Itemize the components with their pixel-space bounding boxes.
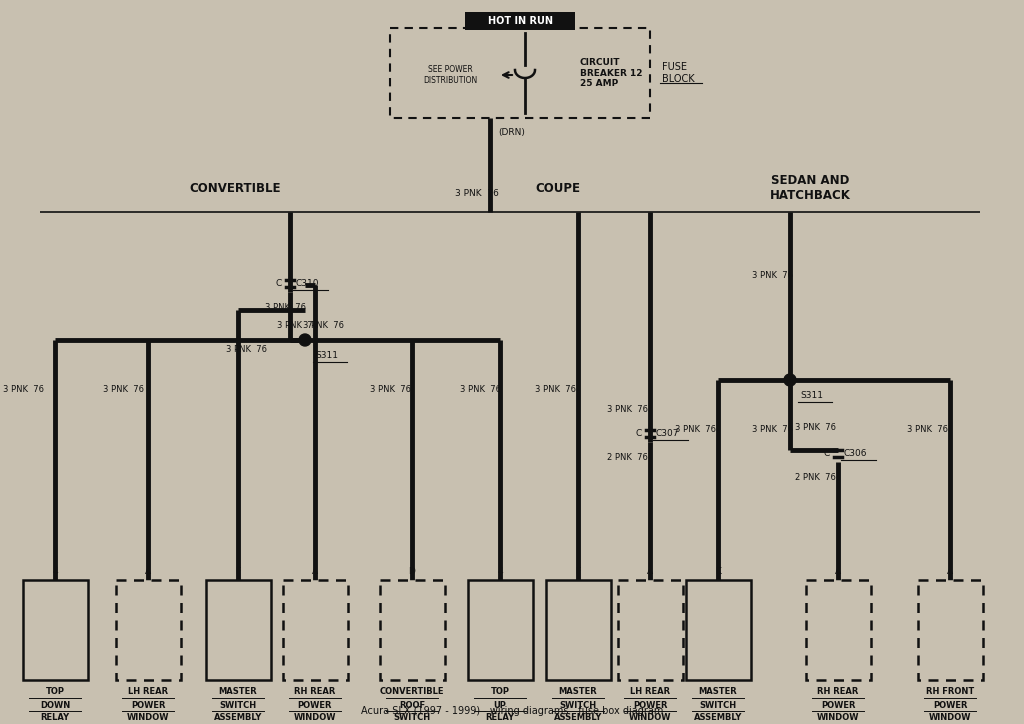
Text: POWER: POWER <box>298 701 332 710</box>
Text: ASSEMBLY: ASSEMBLY <box>694 713 742 723</box>
Bar <box>686 580 751 680</box>
Text: ROOF: ROOF <box>399 701 425 710</box>
Bar <box>283 580 348 680</box>
Text: SWITCH: SWITCH <box>699 701 736 710</box>
Text: A: A <box>835 568 841 576</box>
Text: 3 PNK  76: 3 PNK 76 <box>455 190 499 198</box>
Text: 3 PNK  76: 3 PNK 76 <box>535 385 575 395</box>
Text: 4: 4 <box>52 568 57 576</box>
Text: 3 PNK  76: 3 PNK 76 <box>265 303 306 313</box>
Text: WINDOW: WINDOW <box>817 713 859 723</box>
Text: WINDOW: WINDOW <box>929 713 971 723</box>
Text: 3 PNK  76: 3 PNK 76 <box>226 345 267 355</box>
Text: SWITCH: SWITCH <box>219 701 257 710</box>
Text: RH REAR: RH REAR <box>817 688 859 696</box>
Text: CONVERTIBLE: CONVERTIBLE <box>189 182 281 195</box>
Text: F: F <box>236 568 241 576</box>
Text: SEDAN AND
HATCHBACK: SEDAN AND HATCHBACK <box>770 174 851 202</box>
Text: SEE POWER
DISTRIBUTION: SEE POWER DISTRIBUTION <box>423 65 477 85</box>
Text: D: D <box>409 568 416 576</box>
Text: RELAY: RELAY <box>40 713 70 723</box>
Text: RH REAR: RH REAR <box>294 688 336 696</box>
Bar <box>206 580 271 680</box>
Text: MASTER: MASTER <box>219 688 257 696</box>
Bar <box>806 580 871 680</box>
Bar <box>23 580 88 680</box>
Bar <box>116 580 181 680</box>
Text: C: C <box>823 448 830 458</box>
Text: 3 PNK  76: 3 PNK 76 <box>303 321 344 329</box>
Text: LH REAR: LH REAR <box>128 688 168 696</box>
Text: C: C <box>275 279 282 287</box>
Text: DOWN: DOWN <box>40 701 70 710</box>
Text: SWITCH: SWITCH <box>393 713 430 723</box>
Text: TOP: TOP <box>490 688 510 696</box>
Text: 3 PNK  76: 3 PNK 76 <box>278 321 318 330</box>
Text: C307: C307 <box>655 429 679 437</box>
Text: C: C <box>636 429 642 437</box>
Text: RH FRONT: RH FRONT <box>926 688 974 696</box>
Text: CIRCUIT
BREAKER 12
25 AMP: CIRCUIT BREAKER 12 25 AMP <box>580 58 642 88</box>
Bar <box>546 580 611 680</box>
Text: 4: 4 <box>498 568 503 576</box>
Text: A: A <box>312 568 318 576</box>
Text: 3 PNK  76: 3 PNK 76 <box>752 272 793 280</box>
Text: 3 PNK  76: 3 PNK 76 <box>607 405 648 415</box>
Text: 3 PNK  76: 3 PNK 76 <box>795 424 836 432</box>
Text: (DRN): (DRN) <box>498 128 525 138</box>
Text: A: A <box>145 568 152 576</box>
Text: 3 PNK  76: 3 PNK 76 <box>752 426 793 434</box>
Text: 3 PNK  76: 3 PNK 76 <box>907 426 948 434</box>
Text: 2 PNK  76: 2 PNK 76 <box>795 473 836 482</box>
Text: S311: S311 <box>315 351 338 361</box>
Text: ASSEMBLY: ASSEMBLY <box>214 713 262 723</box>
Bar <box>465 12 575 30</box>
Text: LH REAR: LH REAR <box>630 688 670 696</box>
Text: WINDOW: WINDOW <box>294 713 336 723</box>
Text: FUSE
BLOCK: FUSE BLOCK <box>662 62 694 84</box>
Text: 2 PNK  76: 2 PNK 76 <box>607 453 648 463</box>
Circle shape <box>299 334 311 346</box>
Text: 3 PNK  76: 3 PNK 76 <box>370 385 411 395</box>
Text: 3 PNK  76: 3 PNK 76 <box>3 385 44 395</box>
Bar <box>390 28 650 118</box>
Text: POWER: POWER <box>933 701 968 710</box>
Text: A: A <box>947 568 953 576</box>
Text: MASTER: MASTER <box>559 688 597 696</box>
Text: Acura SLX (1997 - 1999) - wiring diagrams - fuse box diagram: Acura SLX (1997 - 1999) - wiring diagram… <box>360 706 664 716</box>
Text: HOT IN RUN: HOT IN RUN <box>487 16 553 26</box>
Text: RELAY: RELAY <box>485 713 515 723</box>
Text: 3 PNK  76: 3 PNK 76 <box>103 385 144 395</box>
Text: 3 PNK  76: 3 PNK 76 <box>675 426 716 434</box>
Text: S311: S311 <box>800 392 823 400</box>
Text: CONVERTIBLE: CONVERTIBLE <box>380 688 444 696</box>
Text: WINDOW: WINDOW <box>629 713 672 723</box>
Text: C310: C310 <box>295 279 318 287</box>
Text: POWER: POWER <box>131 701 165 710</box>
Text: F: F <box>575 568 581 576</box>
Text: SWITCH: SWITCH <box>559 701 597 710</box>
Text: UP: UP <box>494 701 507 710</box>
Bar <box>618 580 683 680</box>
Text: WINDOW: WINDOW <box>127 713 169 723</box>
Text: C306: C306 <box>843 448 866 458</box>
Text: K: K <box>715 568 721 576</box>
Text: POWER: POWER <box>821 701 855 710</box>
Circle shape <box>784 374 796 386</box>
Text: ASSEMBLY: ASSEMBLY <box>554 713 602 723</box>
Text: MASTER: MASTER <box>698 688 737 696</box>
Bar <box>918 580 983 680</box>
Text: POWER: POWER <box>633 701 668 710</box>
Text: 3 PNK  76: 3 PNK 76 <box>460 385 501 395</box>
Text: TOP: TOP <box>45 688 65 696</box>
Bar <box>380 580 445 680</box>
Text: A: A <box>647 568 653 576</box>
Bar <box>468 580 534 680</box>
Text: COUPE: COUPE <box>536 182 581 195</box>
